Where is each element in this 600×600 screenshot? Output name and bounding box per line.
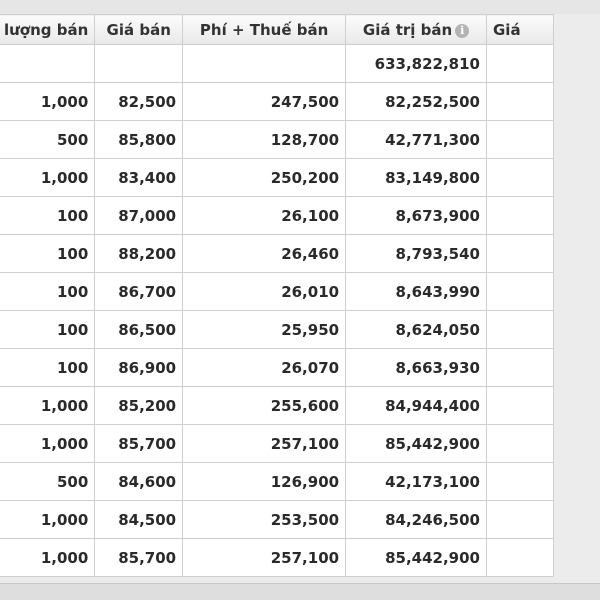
value-cell: 84,246,500 [345,500,487,539]
table-row[interactable]: 100 88,200 26,460 8,793,540 [0,234,554,273]
table-row[interactable]: 500 84,600 126,900 42,173,100 [0,462,554,501]
price-cell: 84,500 [94,500,184,539]
next-column-cell [486,120,554,159]
qty-cell: 1,000 [0,386,96,425]
total-fee-cell [182,44,347,83]
table-row[interactable]: 1,000 85,700 257,100 85,442,900 [0,538,554,577]
qty-cell: 100 [0,310,96,349]
price-cell: 88,200 [94,234,184,273]
qty-cell: 1,000 [0,82,96,121]
table-row[interactable]: 100 86,500 25,950 8,624,050 [0,310,554,349]
fee-cell: 25,950 [182,310,347,349]
price-cell: 86,500 [94,310,184,349]
table-row[interactable]: 100 86,700 26,010 8,643,990 [0,272,554,311]
fee-cell: 26,070 [182,348,347,387]
fee-cell: 26,010 [182,272,347,311]
value-cell: 83,149,800 [345,158,487,197]
value-cell: 84,944,400 [345,386,487,425]
price-cell: 85,700 [94,538,184,577]
value-cell: 85,442,900 [345,424,487,463]
qty-cell: 500 [0,120,96,159]
total-next-cell [486,44,554,83]
header-sell-quantity[interactable]: Khối lượng bán [0,14,96,45]
next-column-cell [486,348,554,387]
qty-cell: 100 [0,348,96,387]
fee-cell: 253,500 [182,500,347,539]
fee-cell: 247,500 [182,82,347,121]
price-cell: 86,900 [94,348,184,387]
value-cell: 82,252,500 [345,82,487,121]
next-column-cell [486,500,554,539]
value-cell: 8,643,990 [345,272,487,311]
price-cell: 84,600 [94,462,184,501]
next-column-cell [486,234,554,273]
table-row[interactable]: 1,000 82,500 247,500 82,252,500 [0,82,554,121]
next-column-cell [486,462,554,501]
qty-cell: 100 [0,272,96,311]
price-cell: 82,500 [94,82,184,121]
total-qty-cell [0,44,96,83]
price-cell: 83,400 [94,158,184,197]
price-cell: 85,200 [94,386,184,425]
total-row: 633,822,810 [0,44,554,83]
price-cell: 87,000 [94,196,184,235]
value-cell: 42,771,300 [345,120,487,159]
next-column-cell [486,386,554,425]
next-column-cell [486,424,554,463]
fee-cell: 257,100 [182,538,347,577]
next-column-cell [486,196,554,235]
horizontal-scrollbar[interactable] [0,583,600,600]
value-cell: 85,442,900 [345,538,487,577]
price-cell: 86,700 [94,272,184,311]
header-sell-value[interactable]: Giá trị bán i [345,14,487,45]
header-sell-fee-tax[interactable]: Phí + Thuế bán [182,14,347,45]
table-row[interactable]: 1,000 83,400 250,200 83,149,800 [0,158,554,197]
qty-cell: 500 [0,462,96,501]
table-row[interactable]: 500 85,800 128,700 42,771,300 [0,120,554,159]
next-column-cell [486,310,554,349]
qty-cell: 100 [0,234,96,273]
price-cell: 85,800 [94,120,184,159]
header-sell-price[interactable]: Giá bán [94,14,184,45]
fee-cell: 257,100 [182,424,347,463]
fee-cell: 128,700 [182,120,347,159]
table-row[interactable]: 1,000 84,500 253,500 84,246,500 [0,500,554,539]
fee-cell: 126,900 [182,462,347,501]
total-value-cell: 633,822,810 [345,44,487,83]
sell-orders-table: Khối lượng bán Giá bán Phí + Thuế bán Gi… [0,14,554,577]
table-header-row: Khối lượng bán Giá bán Phí + Thuế bán Gi… [0,14,554,45]
next-column-cell [486,272,554,311]
table-row[interactable]: 100 86,900 26,070 8,663,930 [0,348,554,387]
table-row[interactable]: 1,000 85,700 257,100 85,442,900 [0,424,554,463]
next-column-cell [486,158,554,197]
value-cell: 42,173,100 [345,462,487,501]
next-column-cell [486,82,554,121]
table-row[interactable]: 1,000 85,200 255,600 84,944,400 [0,386,554,425]
qty-cell: 1,000 [0,500,96,539]
qty-cell: 1,000 [0,424,96,463]
qty-cell: 1,000 [0,158,96,197]
value-cell: 8,673,900 [345,196,487,235]
fee-cell: 255,600 [182,386,347,425]
header-sell-value-label: Giá trị bán [362,20,453,39]
fee-cell: 26,460 [182,234,347,273]
qty-cell: 100 [0,196,96,235]
total-price-cell [94,44,184,83]
price-cell: 85,700 [94,424,184,463]
info-icon[interactable]: i [455,23,470,38]
fee-cell: 250,200 [182,158,347,197]
toolbar-strip [0,0,600,14]
next-column-cell [486,538,554,577]
qty-cell: 1,000 [0,538,96,577]
value-cell: 8,793,540 [345,234,487,273]
table-row[interactable]: 100 87,000 26,100 8,673,900 [0,196,554,235]
header-next-column[interactable]: Giá [486,14,554,45]
value-cell: 8,624,050 [345,310,487,349]
fee-cell: 26,100 [182,196,347,235]
value-cell: 8,663,930 [345,348,487,387]
